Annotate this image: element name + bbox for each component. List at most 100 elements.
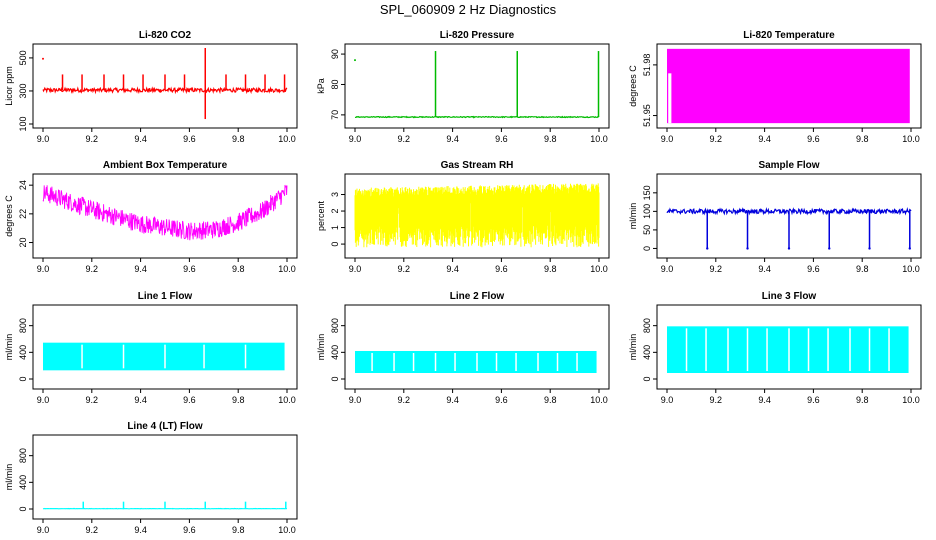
- chart-panel-p3: Li-820 Temperature 9.0 9.2 9.4 9.6 9.8 10.0 51.…: [628, 30, 922, 144]
- dip-point: [706, 247, 709, 250]
- x-tick-label: 9.6: [807, 134, 820, 144]
- x-tick-label: 9.4: [758, 395, 771, 405]
- x-tick-label: 9.0: [349, 134, 362, 144]
- x-tick-label: 9.6: [183, 525, 196, 535]
- y-axis-label: ml/min: [4, 464, 14, 491]
- x-tick-label: 9.0: [349, 395, 362, 405]
- x-tick-label: 9.2: [398, 264, 411, 274]
- x-tick-label: 10.0: [278, 525, 296, 535]
- x-tick-label: 9.4: [134, 525, 147, 535]
- y-tick-label: 100: [18, 116, 28, 131]
- x-tick-label: 9.6: [807, 264, 820, 274]
- panel-title: Li-820 Pressure: [440, 30, 515, 41]
- plot-frame: [344, 304, 610, 390]
- plot-frame: [656, 173, 922, 259]
- x-tick-label: 9.0: [37, 264, 50, 274]
- plot-frame: [32, 173, 298, 259]
- y-tick-label: 100: [642, 204, 652, 219]
- y-tick-label: 0: [642, 246, 652, 251]
- plot-frame: [344, 173, 610, 259]
- y-tick-label: 300: [18, 83, 28, 98]
- series-slab-p9: [667, 326, 909, 373]
- x-tick-label: 9.4: [446, 264, 459, 274]
- x-tick-label: 9.4: [134, 395, 147, 405]
- y-tick-label: 50: [642, 225, 652, 235]
- x-tick-label: 10.0: [902, 395, 920, 405]
- x-tick-label: 9.8: [232, 395, 245, 405]
- chart-panel-p7: Line 1 Flow 9.0 9.2 9.4 9.6 9.8 10.0 0 400 800 ml/…: [4, 291, 298, 405]
- panel-title: Line 1 Flow: [138, 291, 193, 302]
- figure-title: SPL_060909 2 Hz Diagnostics: [379, 2, 557, 17]
- panel-title: Li-820 CO2: [139, 30, 192, 41]
- y-tick-label: 1: [330, 225, 340, 230]
- series-line-box-temp: [42, 184, 288, 241]
- y-axis-label: degrees C: [628, 65, 638, 107]
- y-axis-label: kPa: [316, 78, 326, 94]
- x-tick-label: 9.0: [661, 134, 674, 144]
- x-tick-label: 9.6: [495, 264, 508, 274]
- y-tick-label: 400: [642, 345, 652, 360]
- dip-point: [908, 247, 911, 250]
- plot-frame: [32, 434, 298, 520]
- x-tick-label: 9.0: [37, 395, 50, 405]
- x-tick-label: 9.4: [446, 395, 459, 405]
- panel-title: Sample Flow: [758, 160, 819, 171]
- x-tick-label: 9.8: [856, 395, 869, 405]
- y-tick-label: 90: [330, 49, 340, 59]
- y-axis-label: degrees C: [4, 195, 14, 237]
- panel-title: Li-820 Temperature: [743, 30, 835, 41]
- chart-panel-p1: Li-820 CO2 9.0 9.2 9.4 9.6 9.8 10.0 100 300 500 Li…: [4, 30, 298, 144]
- y-axis-label: ml/min: [316, 334, 326, 361]
- x-tick-label: 10.0: [902, 134, 920, 144]
- y-tick-label: 0: [330, 376, 340, 381]
- y-tick-label: 800: [18, 318, 28, 333]
- y-tick-label: 500: [18, 50, 28, 65]
- x-tick-label: 9.0: [661, 264, 674, 274]
- dip-point: [868, 247, 871, 250]
- y-axis-label: Licor ppm: [4, 66, 14, 106]
- y-tick-label: 51.98: [642, 54, 652, 77]
- chart-panel-p5: Gas Stream RH 9.0 9.2 9.4 9.6 9.8 10.0 0 1 2 3 perc…: [316, 160, 610, 274]
- y-tick-label: 0: [18, 506, 28, 511]
- y-tick-label: 400: [18, 345, 28, 360]
- x-tick-label: 9.6: [183, 264, 196, 274]
- block-gap: [668, 73, 672, 124]
- x-tick-label: 9.2: [710, 264, 723, 274]
- dip-point: [787, 247, 791, 250]
- x-tick-label: 10.0: [902, 264, 920, 274]
- y-tick-label: 0: [330, 242, 340, 247]
- x-tick-label: 9.2: [398, 395, 411, 405]
- plot-frame: [656, 43, 922, 129]
- x-tick-label: 9.6: [495, 134, 508, 144]
- series-block-temperature: [667, 48, 910, 124]
- series-line-flow: [666, 206, 912, 216]
- chart-panel-p9: Line 3 Flow 9.0 9.2 9.4 9.6 9.8 10.0 0 400 800 ml/…: [628, 291, 922, 405]
- plot-frame: [32, 43, 298, 129]
- y-axis-label: ml/min: [628, 334, 638, 361]
- x-tick-label: 9.4: [134, 134, 147, 144]
- x-tick-label: 9.2: [710, 395, 723, 405]
- panel-title: Line 2 Flow: [450, 291, 505, 302]
- y-tick-label: 22: [18, 209, 28, 219]
- x-tick-label: 9.6: [183, 395, 196, 405]
- x-tick-label: 9.4: [446, 134, 459, 144]
- y-tick-label: 800: [330, 318, 340, 333]
- x-tick-label: 9.8: [544, 395, 557, 405]
- y-tick-label: 51.95: [642, 104, 652, 127]
- x-tick-label: 9.6: [495, 395, 508, 405]
- x-tick-label: 9.4: [758, 264, 771, 274]
- outlier-point: [354, 59, 356, 62]
- x-tick-label: 9.8: [232, 264, 245, 274]
- x-tick-label: 9.2: [86, 395, 99, 405]
- x-tick-label: 9.0: [37, 134, 50, 144]
- series-band-rh: [354, 183, 600, 248]
- y-axis-label: ml/min: [4, 334, 14, 361]
- x-tick-label: 10.0: [590, 264, 608, 274]
- dip-point: [828, 247, 831, 250]
- y-tick-label: 400: [18, 475, 28, 490]
- chart-panel-p6: Sample Flow 9.0 9.2 9.4 9.6 9.8 10.0 0 50 100 150 m…: [628, 160, 922, 274]
- dip-point: [746, 247, 749, 250]
- y-axis-label: ml/min: [628, 203, 638, 230]
- panel-title: Line 3 Flow: [762, 291, 817, 302]
